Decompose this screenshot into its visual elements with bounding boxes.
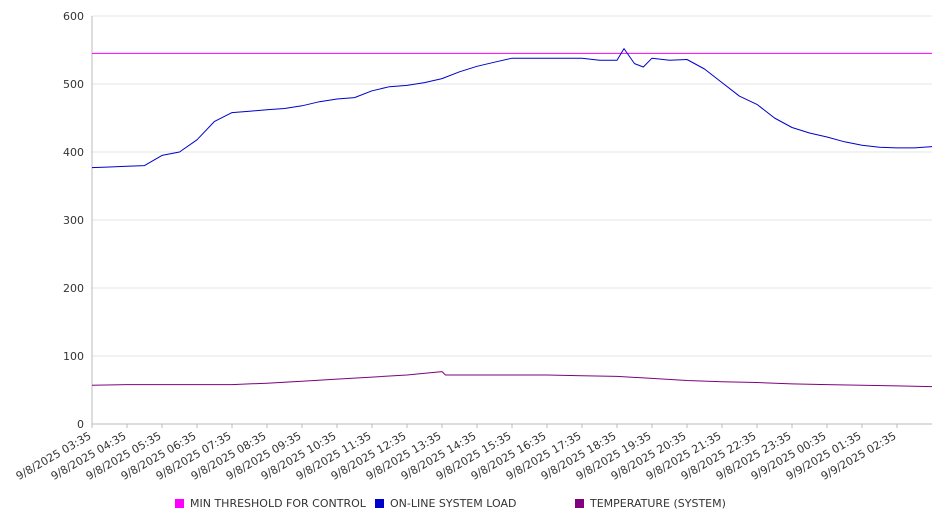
series-layer bbox=[91, 48, 933, 388]
legend-label-min-threshold: MIN THRESHOLD FOR CONTROL bbox=[190, 497, 366, 510]
legend-item-system-load: ON-LINE SYSTEM LOAD bbox=[375, 497, 516, 510]
legend-swatch-min-threshold bbox=[175, 499, 184, 508]
y-tick-label: 100 bbox=[63, 350, 84, 363]
y-tick-label: 500 bbox=[63, 78, 84, 91]
y-tick-label: 300 bbox=[63, 214, 84, 227]
legend-item-min-threshold: MIN THRESHOLD FOR CONTROL bbox=[175, 497, 366, 510]
y-tick-labels: 0 100 200 300 400 500 600 bbox=[63, 10, 84, 431]
legend-item-temperature: TEMPERATURE (SYSTEM) bbox=[575, 497, 726, 510]
legend-label-system-load: ON-LINE SYSTEM LOAD bbox=[390, 497, 517, 510]
y-tick-label: 600 bbox=[63, 10, 84, 23]
y-tick-label: 200 bbox=[63, 282, 84, 295]
series-line-system-load bbox=[91, 48, 933, 169]
x-tick-labels: 9/8/2025 03:359/8/2025 04:359/8/2025 05:… bbox=[14, 424, 899, 483]
legend-label-temperature: TEMPERATURE (SYSTEM) bbox=[590, 497, 726, 510]
series-line-temperature bbox=[91, 371, 933, 388]
legend-swatch-temperature bbox=[575, 499, 584, 508]
y-tick-label: 0 bbox=[77, 418, 84, 431]
legend-swatch-system-load bbox=[375, 499, 384, 508]
legend: MIN THRESHOLD FOR CONTROL ON-LINE SYSTEM… bbox=[0, 497, 946, 515]
gridlines bbox=[92, 15, 932, 357]
y-tick-label: 400 bbox=[63, 146, 84, 159]
